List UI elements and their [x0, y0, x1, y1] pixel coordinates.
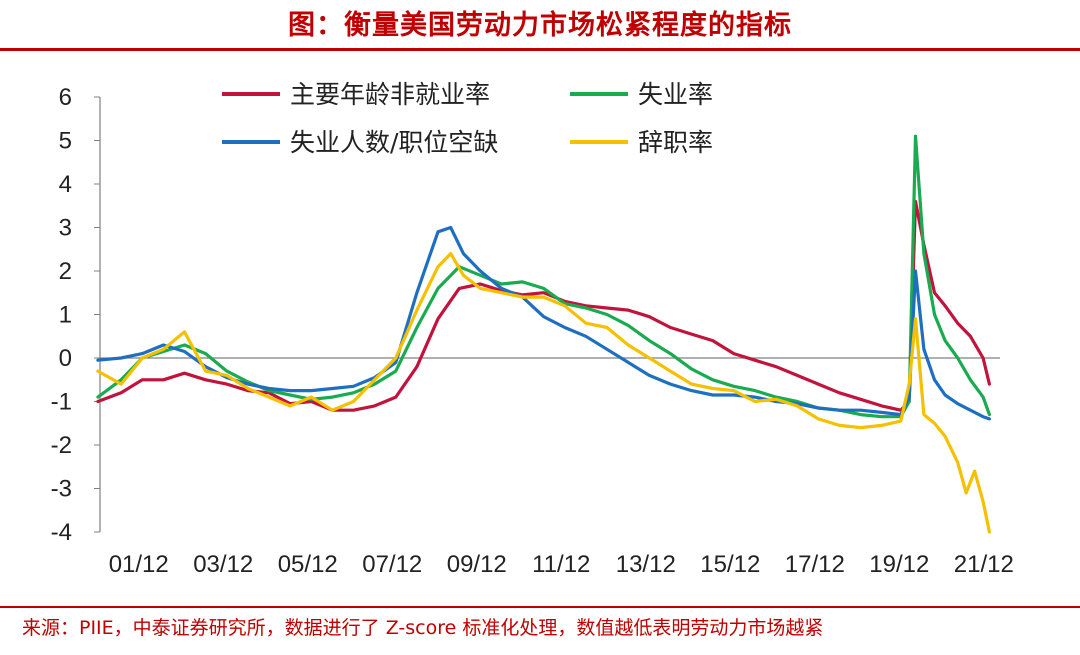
y-tick-label: 0: [59, 345, 72, 372]
chart-series-lines: [96, 134, 992, 534]
chart-axes: 6 5 4 3 2 1 0 -1 -2 -3 -4 01/12 03/12 05/12 07/12 09/12…: [51, 84, 1014, 578]
x-tick-label: 15/12: [700, 551, 760, 578]
x-tick-label: 09/12: [447, 551, 507, 578]
y-tick-label: -3: [51, 476, 72, 503]
y-tick-label: -2: [51, 432, 72, 459]
y-tick-label: 6: [59, 84, 72, 111]
series-line-2: [96, 134, 992, 419]
x-tick-label: 17/12: [785, 551, 845, 578]
y-tick-label: -1: [51, 389, 72, 416]
y-tick-label: 1: [59, 302, 72, 329]
x-tick-label: 19/12: [869, 551, 929, 578]
x-tick-label: 01/12: [109, 551, 169, 578]
source-divider: [0, 606, 1080, 608]
y-tick-label: -4: [51, 519, 72, 546]
x-tick-label: 03/12: [193, 551, 253, 578]
x-tick-label: 11/12: [532, 551, 590, 578]
y-tick-label: 2: [59, 258, 72, 285]
x-tick-label: 13/12: [616, 551, 676, 578]
x-tick-label: 05/12: [278, 551, 338, 578]
series-line-3: [96, 225, 992, 421]
legend-label: 辞职率: [638, 128, 713, 157]
legend-label: 失业人数/职位空缺: [290, 128, 498, 157]
chart-title: 图：衡量美国劳动力市场松紧程度的指标: [288, 10, 792, 41]
source-note: 来源：PIIE，中泰证券研究所，数据进行了 Z-score 标准化处理，数值越低…: [22, 617, 824, 639]
legend-label: 失业率: [638, 80, 713, 109]
title-divider: [0, 48, 1080, 51]
y-tick-label: 5: [59, 128, 72, 155]
x-tick-label: 07/12: [362, 551, 422, 578]
x-tick-label: 21/12: [954, 551, 1014, 578]
y-tick-label: 4: [59, 171, 72, 198]
y-tick-label: 3: [59, 215, 72, 242]
legend-label: 主要年龄非就业率: [290, 80, 490, 109]
line-chart: 6 5 4 3 2 1 0 -1 -2 -3 -4 01/12 03/12 05/12 07/12 09/12…: [51, 80, 1014, 578]
series-line-4: [96, 252, 992, 534]
